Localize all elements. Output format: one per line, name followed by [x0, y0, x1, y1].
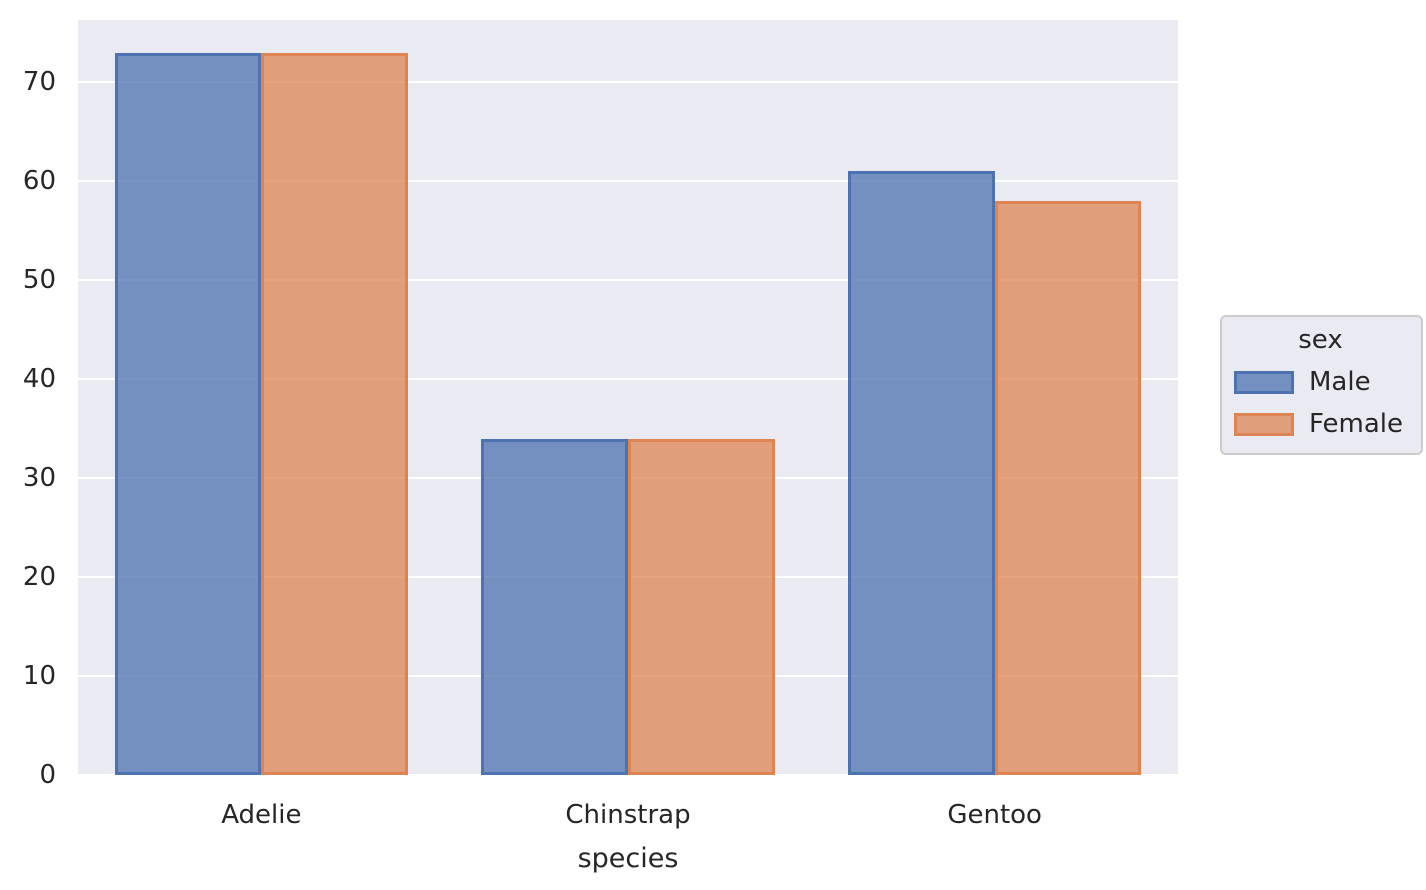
legend-label-male: Male: [1309, 367, 1371, 397]
y-tick-label-30: 30: [22, 463, 56, 494]
y-tick-label-10: 10: [22, 661, 56, 692]
legend-title: sex: [1298, 325, 1343, 355]
x-tick-label-gentoo: Gentoo: [947, 800, 1042, 830]
y-tick-label-70: 70: [22, 67, 56, 98]
y-tick-label-50: 50: [22, 265, 56, 296]
x-tick-label-adelie: Adelie: [221, 800, 302, 830]
bar-chinstrap-female: [628, 438, 775, 775]
legend-entry-male: Male: [1234, 367, 1407, 397]
gridline-70: [78, 81, 1178, 84]
legend-label-female: Female: [1309, 409, 1404, 439]
bar-adelie-female: [261, 52, 408, 775]
legend-entry-female: Female: [1234, 409, 1407, 439]
plot-area: [78, 20, 1178, 775]
legend-swatch-male: [1234, 370, 1294, 394]
bar-adelie-male: [114, 52, 262, 775]
legend-swatch-female: [1234, 412, 1294, 436]
bar-gentoo-female: [994, 201, 1142, 775]
x-tick-label-chinstrap: Chinstrap: [565, 800, 691, 830]
bar-chinstrap-male: [481, 438, 628, 775]
y-tick-label-60: 60: [22, 166, 56, 197]
gridline-50: [78, 279, 1178, 282]
y-tick-label-40: 40: [22, 364, 56, 395]
y-tick-label-20: 20: [22, 562, 56, 593]
x-axis-label: species: [577, 843, 679, 874]
legend: sex Male Female: [1220, 315, 1423, 455]
y-tick-label-0: 0: [39, 760, 56, 790]
gridline-60: [78, 180, 1178, 183]
bar-gentoo-male: [848, 171, 995, 775]
legend-items: Male Female: [1234, 367, 1407, 439]
gridline-40: [78, 378, 1178, 381]
